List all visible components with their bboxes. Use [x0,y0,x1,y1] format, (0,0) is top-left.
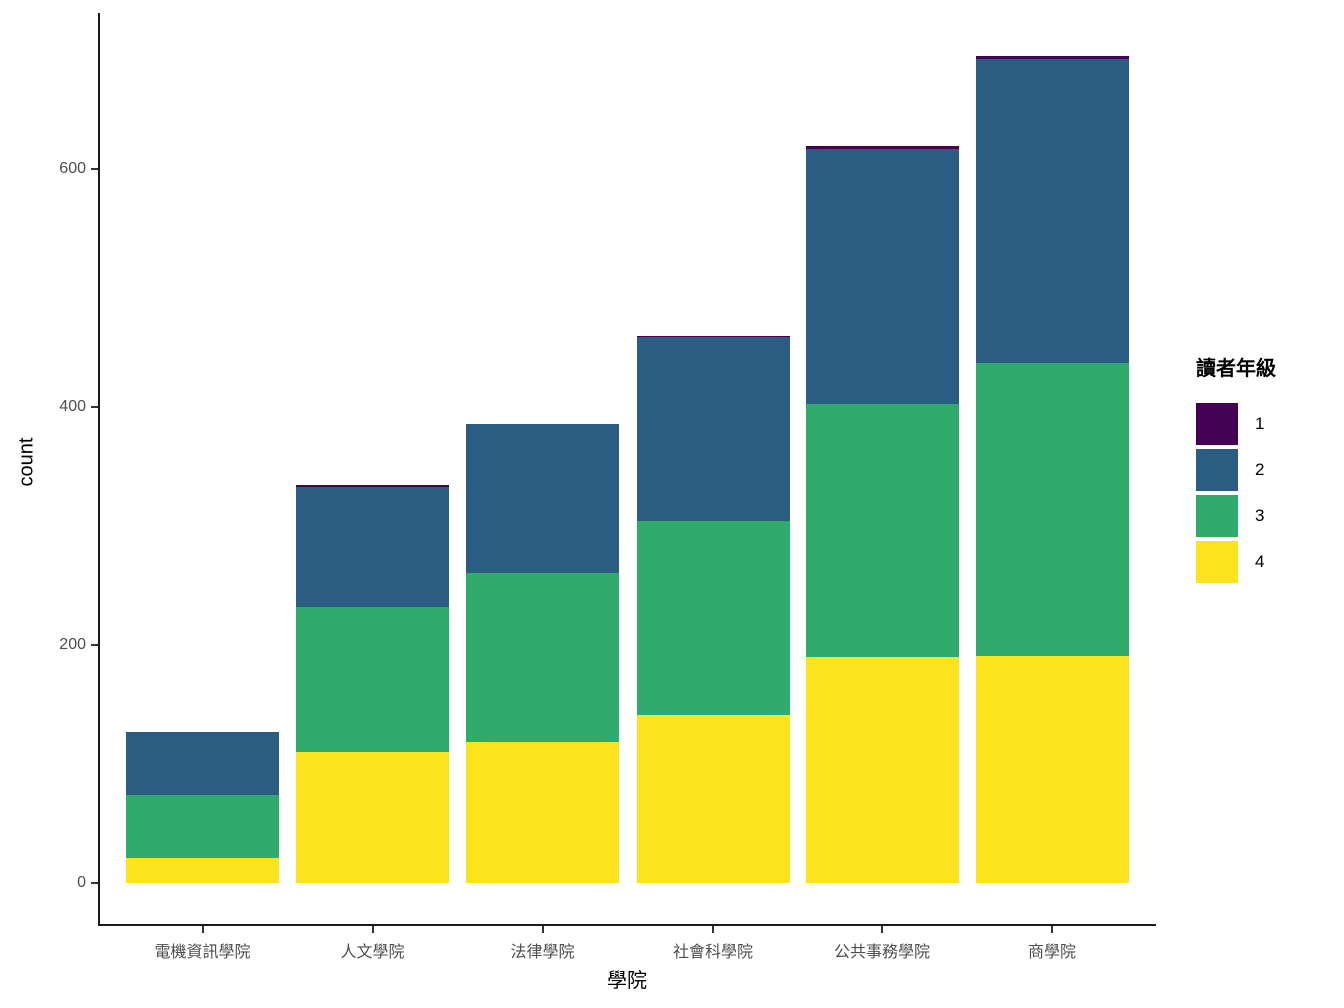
bar-segment-grade-4 [975,655,1129,884]
legend-title: 讀者年級 [1196,358,1276,380]
x-tick-mark [881,926,883,933]
bar-1 [126,732,279,884]
bar-segment-grade-3 [466,572,619,742]
bar-segment-grade-2 [975,59,1129,364]
bar-segment-grade-2 [466,423,619,573]
y-axis-line [98,13,100,926]
x-tick-label: 商學院 [1027,944,1077,961]
bar-segment-grade-1 [296,484,449,487]
y-tick-label: 600 [59,160,86,177]
bar-segment-grade-4 [636,715,790,884]
bar-segment-grade-3 [636,521,790,716]
x-tick-mark [712,926,714,933]
x-tick-mark [371,926,374,933]
x-tick-mark [1051,926,1053,933]
bar-segment-grade-2 [636,336,790,522]
bar-segment-grade-2 [126,732,279,796]
y-tick-label: 400 [59,398,86,416]
bar-segment-grade-2 [296,486,449,608]
y-tick-mark [91,406,98,409]
legend-label: 1 [1255,414,1265,433]
x-tick-label: 電機資訊學院 [154,944,251,961]
bar-segment-grade-1 [636,335,790,337]
legend-item-grade-3: 3 [1196,495,1336,537]
bar-6 [975,55,1129,884]
bar-segment-grade-4 [805,657,959,884]
y-axis-title: count [15,437,38,487]
bar-4 [636,335,790,884]
legend-item-grade-4: 4 [1196,541,1336,583]
x-tick-mark [541,926,544,933]
bar-segment-grade-3 [975,363,1129,656]
bar-2 [296,484,449,884]
legend-label: 4 [1255,552,1265,571]
bar-segment-grade-1 [805,146,959,149]
legend-item-grade-1: 1 [1196,403,1336,445]
legend-key-swatch [1196,403,1238,445]
legend-items: 1 2 3 4 [1196,403,1336,583]
y-tick-mark [91,644,98,647]
bar-segment-grade-3 [296,607,449,753]
x-axis-line [98,924,1156,926]
y-tick-label: 200 [59,636,86,654]
bar-segment-grade-4 [466,741,619,884]
legend-label: 3 [1255,506,1265,525]
legend-key-swatch [1196,541,1238,583]
bar-segment-grade-4 [296,752,449,884]
bar-segment-grade-1 [975,55,1129,60]
y-tick-label: 0 [77,874,86,892]
legend-key-swatch [1196,495,1238,537]
bar-segment-grade-2 [805,148,959,404]
legend-key-swatch [1196,449,1238,491]
legend-item-grade-2: 2 [1196,449,1336,491]
x-tick-mark [201,926,204,933]
y-tick-mark [91,882,98,885]
x-tick-label: 法律學院 [510,944,575,961]
bar-segment-grade-4 [126,858,279,884]
bar-segment-grade-3 [805,403,959,658]
legend-label: 2 [1255,460,1265,479]
bar-3 [466,423,619,884]
bar-segment-grade-3 [126,795,279,859]
y-tick-mark [91,168,98,170]
x-tick-label: 人文學院 [340,944,405,961]
bar-5 [805,146,959,884]
x-tick-label: 公共事務學院 [833,944,931,961]
x-tick-label: 社會科學院 [672,944,754,961]
legend: 讀者年級 1 2 3 4 [1196,352,1336,587]
x-axis-title: 學院 [607,970,647,992]
